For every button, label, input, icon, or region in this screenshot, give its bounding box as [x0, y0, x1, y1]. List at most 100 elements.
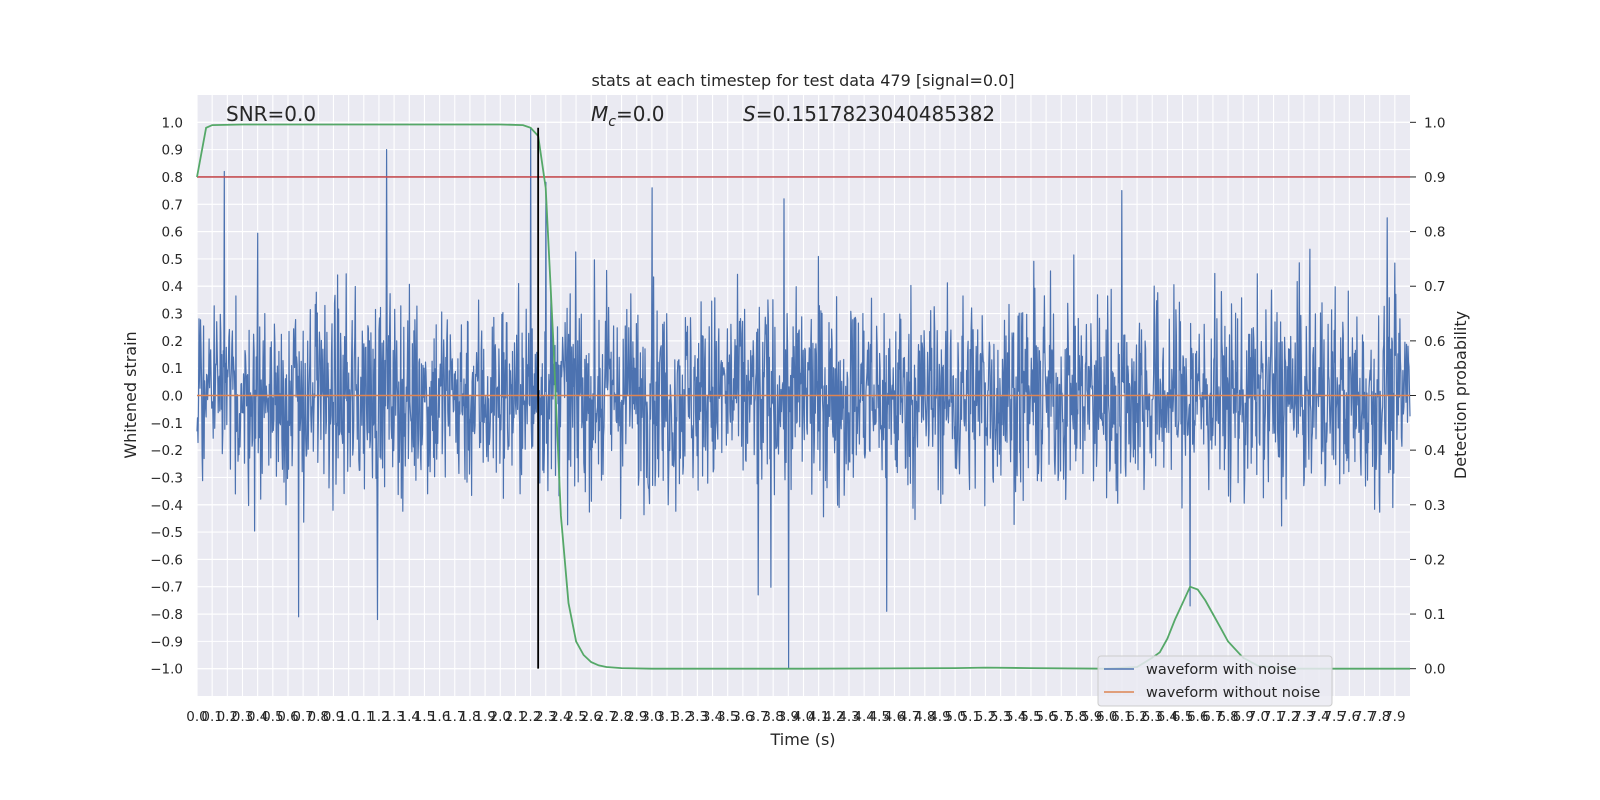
- y-axis-label-right: Detection probability: [1451, 311, 1470, 479]
- x-tick-label: 3.5: [717, 709, 738, 725]
- x-tick-label: 1.2: [368, 709, 389, 725]
- x-tick-label: 0.2: [217, 709, 238, 725]
- y-tick-label-right: 0.1: [1424, 607, 1445, 623]
- x-tick-label: 3.3: [687, 709, 708, 725]
- snr-annotation: SNR=0.0: [226, 102, 316, 126]
- chart-title: stats at each timestep for test data 479…: [591, 71, 1014, 90]
- x-tick-label: 3.8: [762, 709, 783, 725]
- x-tick-label: 0.5: [262, 709, 283, 725]
- detection-probability-line: [196, 123, 1410, 670]
- x-tick-label: 1.5: [414, 709, 435, 725]
- y-tick-label-left: −1.0: [150, 662, 183, 678]
- y-tick-label-left: −0.7: [150, 580, 183, 596]
- noisy-waveform-line: [196, 127, 1411, 670]
- x-tick-label: 4.6: [884, 709, 905, 725]
- x-tick-label: 4.2: [823, 709, 844, 725]
- x-tick-label: 6.3: [1141, 709, 1162, 725]
- x-tick-label: 2.7: [596, 709, 617, 725]
- y-tick-label-right: 0.0: [1424, 662, 1445, 678]
- x-tick-label: 1.8: [459, 709, 480, 725]
- x-tick-label: 4.4: [853, 709, 874, 725]
- line-series: [196, 123, 1410, 670]
- x-tick-label: 5.2: [975, 709, 996, 725]
- y-tick-label-right: 0.5: [1424, 389, 1445, 405]
- x-tick-label: 1.0: [338, 709, 359, 725]
- legend: waveform with noise waveform without noi…: [1097, 655, 1333, 707]
- x-tick-label: 6.5: [1172, 709, 1193, 725]
- x-tick-label: 6.4: [1157, 709, 1178, 725]
- chirp-mass-subscript: c: [608, 114, 616, 130]
- chirp-mass-symbol: M: [591, 102, 608, 126]
- y-tick-label-left: −0.3: [150, 470, 183, 486]
- y-tick-label-left: −0.8: [150, 607, 183, 623]
- x-tick-labels: 0.00.10.20.30.40.50.60.70.80.91.01.11.21…: [186, 709, 1405, 725]
- legend-label-clean: waveform without noise: [1146, 685, 1320, 701]
- x-tick-label: 5.1: [960, 709, 981, 725]
- x-tick-label: 4.1: [808, 709, 829, 725]
- legend-box: [1097, 655, 1333, 707]
- x-tick-label: 3.9: [778, 709, 799, 725]
- y-tick-label-left: −0.4: [150, 498, 183, 514]
- x-tick-label: 0.3: [232, 709, 253, 725]
- y-tick-label-left: 0.5: [162, 252, 183, 268]
- y-tick-label-left: 0.8: [162, 170, 183, 186]
- x-tick-label: 7.2: [1278, 709, 1299, 725]
- x-tick-label: 6.1: [1111, 709, 1132, 725]
- x-tick-label: 0.0: [186, 709, 207, 725]
- x-tick-label: 3.6: [732, 709, 753, 725]
- s-value: =0.1517823040485382: [756, 102, 995, 126]
- x-tick-label: 5.8: [1066, 709, 1087, 725]
- y-tick-label-right: 0.3: [1424, 498, 1445, 514]
- y-tick-label-left: −0.2: [150, 443, 183, 459]
- y-tick-label-left: −0.1: [150, 416, 183, 432]
- y-tick-labels-left: −1.0 −0.9 −0.8 −0.7 −0.6 −0.5 −0.4 −0.3 −0.2 −0.1…: [150, 115, 183, 677]
- y-tick-label-left: 0.1: [162, 361, 183, 377]
- x-tick-label: 5.7: [1051, 709, 1072, 725]
- x-tick-label: 2.4: [550, 709, 571, 725]
- x-tick-label: 1.7: [444, 709, 465, 725]
- y-tick-label-right: 0.4: [1424, 443, 1445, 459]
- x-tick-label: 7.5: [1323, 709, 1344, 725]
- x-tick-label: 5.9: [1081, 709, 1102, 725]
- y-tick-label-right: 1.0: [1424, 115, 1445, 131]
- x-tick-label: 0.7: [292, 709, 313, 725]
- x-tick-label: 2.6: [580, 709, 601, 725]
- x-tick-label: 6.7: [1202, 709, 1223, 725]
- y-tick-label-left: 0.3: [162, 307, 183, 323]
- x-tick-label: 4.9: [929, 709, 950, 725]
- y-tick-label-right: 0.2: [1424, 552, 1445, 568]
- x-tick-label: 5.6: [1035, 709, 1056, 725]
- y-tick-label-left: −0.9: [150, 634, 183, 650]
- y-tick-label-right: 0.6: [1424, 334, 1445, 350]
- x-tick-label: 3.1: [656, 709, 677, 725]
- x-tick-label: 7.8: [1369, 709, 1390, 725]
- x-tick-label: 7.1: [1263, 709, 1284, 725]
- x-tick-label: 2.9: [626, 709, 647, 725]
- x-tick-label: 2.1: [505, 709, 526, 725]
- x-tick-label: 2.8: [611, 709, 632, 725]
- x-tick-label: 7.3: [1293, 709, 1314, 725]
- x-tick-label: 4.8: [914, 709, 935, 725]
- y-tick-label-right: 0.8: [1424, 225, 1445, 241]
- y-tick-label-left: 0.2: [162, 334, 183, 350]
- x-tick-label: 6.0: [1096, 709, 1117, 725]
- y-tick-label-left: 1.0: [162, 115, 183, 131]
- chirp-mass-value: =0.0: [616, 102, 665, 126]
- x-tick-label: 4.3: [838, 709, 859, 725]
- x-tick-label: 1.9: [474, 709, 495, 725]
- x-tick-label: 1.4: [399, 709, 420, 725]
- y-tick-label-right: 0.7: [1424, 279, 1445, 295]
- s-symbol: S: [743, 102, 756, 126]
- x-tick-label: 7.0: [1248, 709, 1269, 725]
- x-tick-label: 0.4: [247, 709, 268, 725]
- x-tick-label: 6.9: [1232, 709, 1253, 725]
- x-tick-label: 1.6: [429, 709, 450, 725]
- y-tick-label-left: 0.9: [162, 143, 183, 159]
- x-tick-label: 5.0: [944, 709, 965, 725]
- x-tick-label: 1.1: [353, 709, 374, 725]
- y-tick-label-left: −0.6: [150, 552, 183, 568]
- x-tick-label: 7.6: [1339, 709, 1360, 725]
- x-tick-label: 2.5: [565, 709, 586, 725]
- x-tick-label: 2.0: [490, 709, 511, 725]
- x-tick-label: 4.5: [869, 709, 890, 725]
